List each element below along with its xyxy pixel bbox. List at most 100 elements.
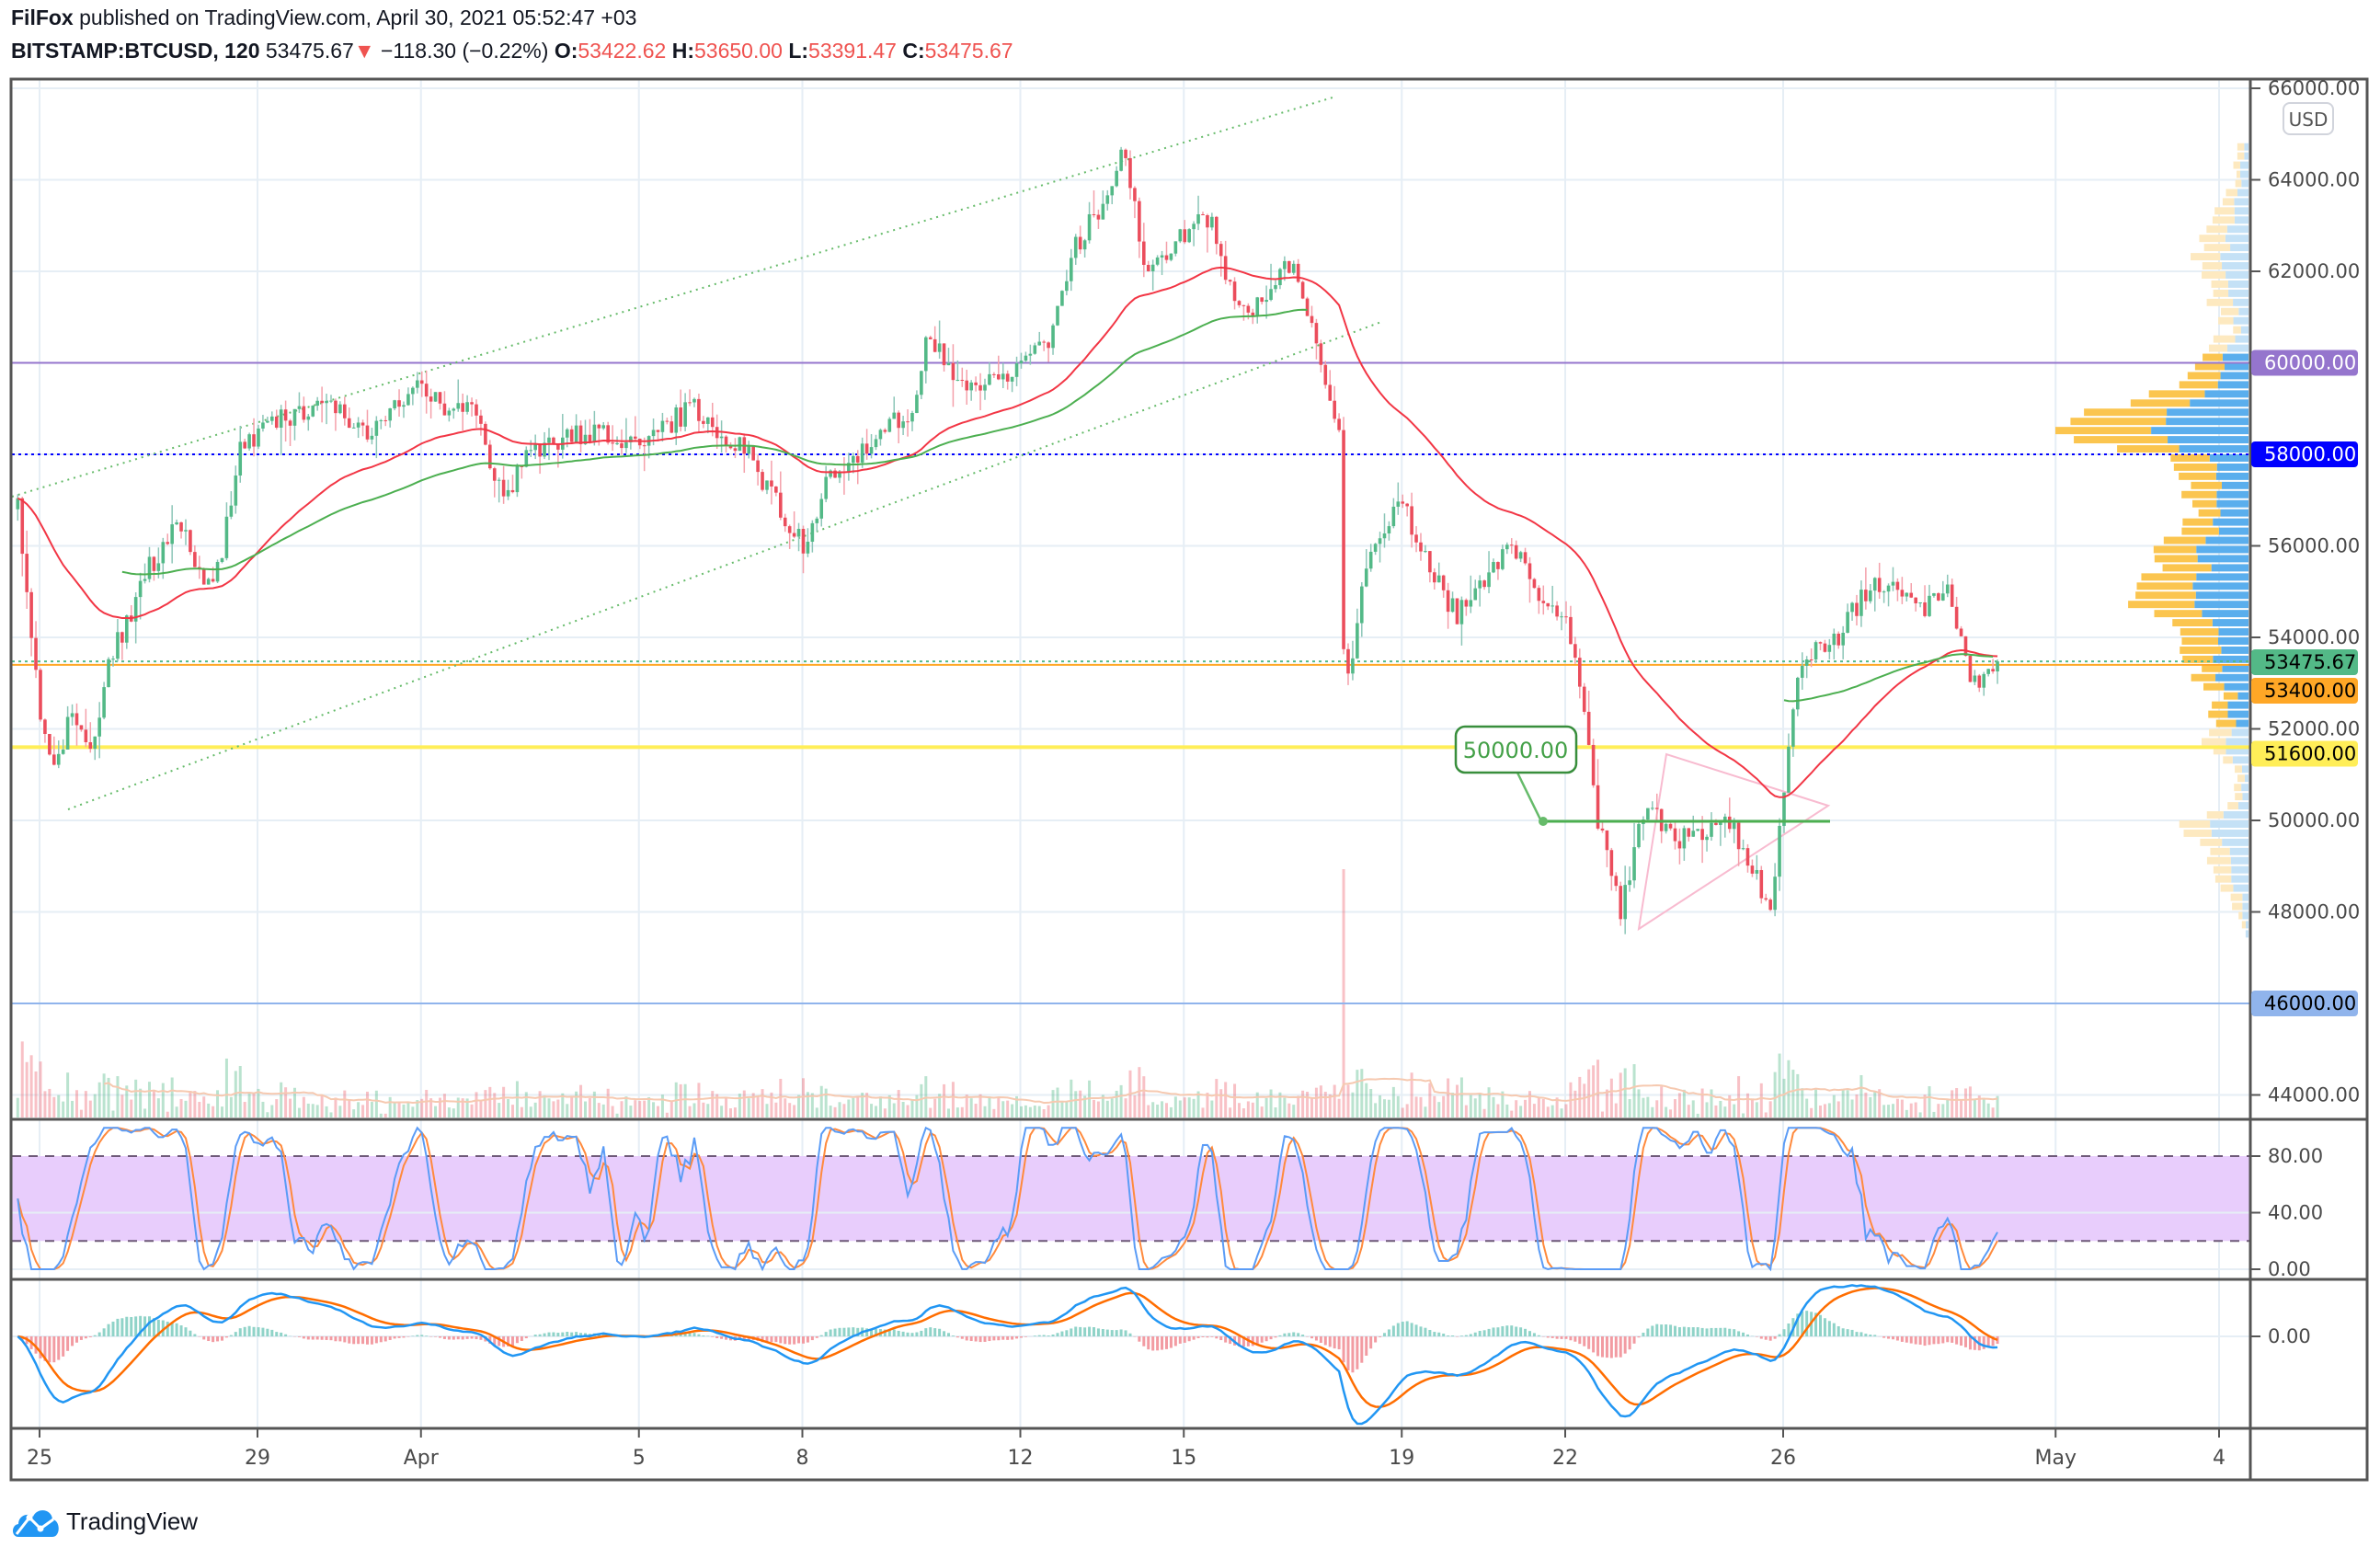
volume-bar bbox=[897, 1090, 900, 1117]
candle-body bbox=[347, 418, 351, 429]
volume-bar bbox=[965, 1094, 968, 1117]
candle-body bbox=[1092, 213, 1096, 215]
price-label: 44000.00 bbox=[2268, 1084, 2360, 1106]
profile-down-bar bbox=[2148, 390, 2205, 398]
profile-up-bar bbox=[2242, 793, 2248, 801]
profile-down-bar bbox=[2117, 445, 2180, 453]
macd-histogram-bar bbox=[261, 1327, 265, 1336]
profile-down-bar bbox=[2203, 244, 2231, 252]
candle-body bbox=[629, 436, 633, 442]
candle-body bbox=[1723, 816, 1727, 820]
volume-bar bbox=[1623, 1068, 1627, 1117]
profile-down-bar bbox=[2221, 307, 2239, 315]
volume-bar bbox=[1882, 1105, 1886, 1117]
macd-histogram-bar bbox=[1065, 1330, 1069, 1336]
profile-down-bar bbox=[2179, 472, 2216, 480]
macd-histogram-bar bbox=[216, 1336, 220, 1342]
macd-histogram-bar bbox=[1882, 1336, 1886, 1338]
profile-down-bar bbox=[2235, 793, 2243, 801]
macd-histogram-bar bbox=[393, 1336, 396, 1339]
candle-body bbox=[1932, 593, 1936, 596]
macd-histogram-bar bbox=[761, 1336, 764, 1343]
macd-histogram-bar bbox=[1301, 1335, 1305, 1336]
volume-bar bbox=[16, 1097, 19, 1117]
macd-histogram-bar bbox=[507, 1336, 510, 1346]
volume-bar bbox=[1079, 1090, 1082, 1117]
candle-body bbox=[383, 419, 388, 421]
level-badge-label: 53400.00 bbox=[2264, 680, 2356, 702]
tradingview-logo[interactable]: TradingView bbox=[11, 1505, 198, 1538]
candle-body bbox=[93, 736, 97, 750]
time-label-29: 29 bbox=[245, 1447, 270, 1470]
volume-bar bbox=[507, 1099, 510, 1117]
macd-histogram-bar bbox=[1074, 1326, 1078, 1336]
currency-button[interactable]: USD bbox=[2283, 102, 2334, 135]
macd-histogram-bar bbox=[992, 1336, 996, 1341]
volume-bar bbox=[297, 1107, 301, 1117]
volume-bar bbox=[111, 1110, 115, 1117]
profile-up-bar bbox=[2234, 216, 2248, 224]
volume-bar bbox=[774, 1102, 778, 1117]
macd-histogram-bar bbox=[1710, 1327, 1713, 1336]
profile-up-bar bbox=[2227, 710, 2248, 718]
profile-up-bar bbox=[2209, 454, 2248, 462]
volume-bar bbox=[1233, 1083, 1237, 1117]
macd-histogram-bar bbox=[1564, 1336, 1568, 1339]
volume-bar bbox=[1241, 1108, 1245, 1117]
candle-body bbox=[683, 402, 687, 427]
horizontal-levels[interactable] bbox=[12, 361, 2250, 1004]
macd-histogram-bar bbox=[1128, 1333, 1132, 1336]
volume-bar bbox=[1510, 1110, 1514, 1117]
candle-body bbox=[247, 434, 251, 449]
macd-histogram-bar bbox=[924, 1328, 928, 1336]
volume-bar bbox=[1887, 1105, 1891, 1117]
callout-anchor[interactable] bbox=[1539, 817, 1548, 826]
candle-body bbox=[156, 563, 161, 571]
profile-up-bar bbox=[2232, 756, 2248, 764]
volume-bar bbox=[1605, 1089, 1608, 1117]
macd-histogram-bar bbox=[1605, 1336, 1608, 1358]
profile-down-bar bbox=[2226, 189, 2237, 197]
profile-up-bar bbox=[2221, 481, 2248, 489]
profile-down-bar bbox=[2208, 344, 2227, 352]
macd-histogram-bar bbox=[48, 1336, 51, 1363]
candle-body bbox=[411, 387, 415, 395]
candle-body bbox=[1864, 590, 1868, 602]
price-callout[interactable]: 50000.00 bbox=[1454, 725, 1830, 826]
volume-bar bbox=[498, 1103, 501, 1117]
candle-body bbox=[1841, 632, 1845, 646]
volume-bar bbox=[1832, 1094, 1836, 1117]
macd-histogram-bar bbox=[1946, 1336, 1950, 1343]
high-label: H: bbox=[671, 39, 694, 63]
candle-body bbox=[261, 422, 265, 429]
candle-body bbox=[48, 733, 51, 755]
candle-body bbox=[238, 441, 243, 476]
author-name[interactable]: FilFox bbox=[11, 6, 74, 29]
drawings[interactable] bbox=[11, 97, 1831, 932]
macd-histogram-bar bbox=[1365, 1336, 1368, 1356]
candle-body bbox=[1714, 822, 1718, 825]
profile-down-bar bbox=[2223, 692, 2238, 700]
macd-histogram-bar bbox=[498, 1336, 501, 1346]
candle-body bbox=[637, 438, 642, 446]
volume-bar bbox=[130, 1099, 133, 1117]
macd-histogram-bar bbox=[1696, 1327, 1699, 1336]
channel-upper-line[interactable] bbox=[11, 97, 1333, 498]
profile-up-bar bbox=[2220, 509, 2248, 517]
volume-bar bbox=[438, 1097, 441, 1117]
candle-body bbox=[1128, 157, 1132, 189]
triangle-pattern[interactable] bbox=[1637, 752, 1831, 932]
volume-bar bbox=[1609, 1078, 1613, 1117]
volume-bar bbox=[152, 1091, 155, 1117]
candle-body bbox=[1356, 623, 1359, 659]
macd-histogram-bar bbox=[1515, 1326, 1518, 1336]
profile-down-bar bbox=[2173, 463, 2217, 471]
candle-body bbox=[565, 429, 569, 438]
macd-histogram-bar bbox=[1583, 1336, 1586, 1346]
callout-box[interactable] bbox=[1454, 725, 1578, 774]
candle-body bbox=[710, 417, 715, 428]
macd-histogram-bar bbox=[84, 1336, 87, 1339]
candle-body bbox=[1246, 305, 1251, 313]
channel-lower-line[interactable] bbox=[67, 321, 1382, 810]
